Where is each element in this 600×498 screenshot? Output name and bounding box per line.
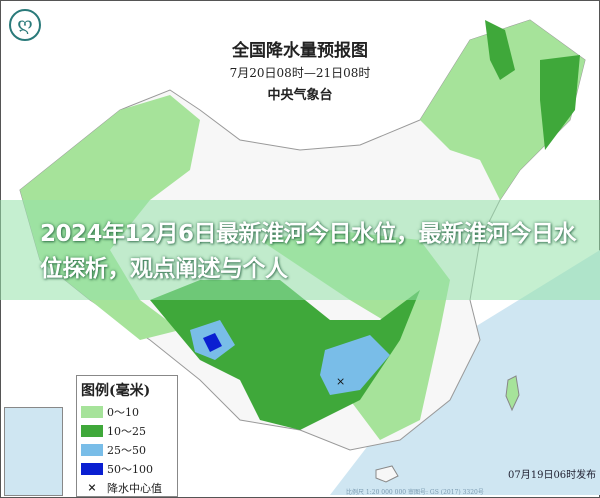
- legend-label: 降水中心值: [107, 481, 162, 495]
- map-period: 7月20日08时—21日08时: [229, 66, 371, 80]
- taiwan: [505, 375, 520, 412]
- south-china-sea-inset: [4, 407, 63, 496]
- map-title: 全国降水量预报图: [232, 41, 368, 61]
- legend-label: 50～100: [107, 462, 153, 476]
- legend-label: 0～10: [107, 405, 139, 419]
- hainan: [375, 465, 399, 483]
- legend-item: 10～25: [81, 421, 177, 440]
- legend-label: 10～25: [107, 424, 146, 438]
- legend-swatch: [81, 424, 103, 437]
- legend-item: 50～100: [81, 459, 177, 478]
- legend-swatch: [81, 443, 103, 456]
- legend-swatch: [81, 405, 103, 418]
- rain-50-100-tibet: [203, 333, 222, 352]
- rain-25-50-central: [320, 335, 390, 395]
- rain-10-25-central: [150, 280, 420, 430]
- headline-text: 2024年12月6日最新淮河今日水位，最新淮河今日水位探析，观点阐述与个人: [40, 221, 577, 282]
- publish-time: 07月19日06时发布: [508, 470, 597, 481]
- scale-note: 比例尺 1:20 000 000 审图号: GS (2017) 3320号: [346, 489, 484, 496]
- legend-item: 25～50: [81, 440, 177, 459]
- legend-item: 0～10: [81, 402, 177, 421]
- cma-logo: ღ: [9, 9, 41, 41]
- legend-label: 25～50: [107, 443, 146, 457]
- legend-item: × 降水中心值: [81, 478, 177, 497]
- headline-banner: [0, 200, 600, 300]
- precipitation-center-marker: ×: [336, 375, 345, 388]
- map-issuer: 中央气象台: [267, 88, 333, 103]
- cross-icon: ×: [87, 481, 97, 494]
- legend-title: 图例(毫米): [81, 383, 151, 399]
- legend-swatch: [81, 462, 103, 475]
- rain-10-25-northeast: [485, 20, 580, 150]
- legend: 图例(毫米) 0～10 10～25 25～50 50～100 × 降水中心值: [76, 375, 178, 497]
